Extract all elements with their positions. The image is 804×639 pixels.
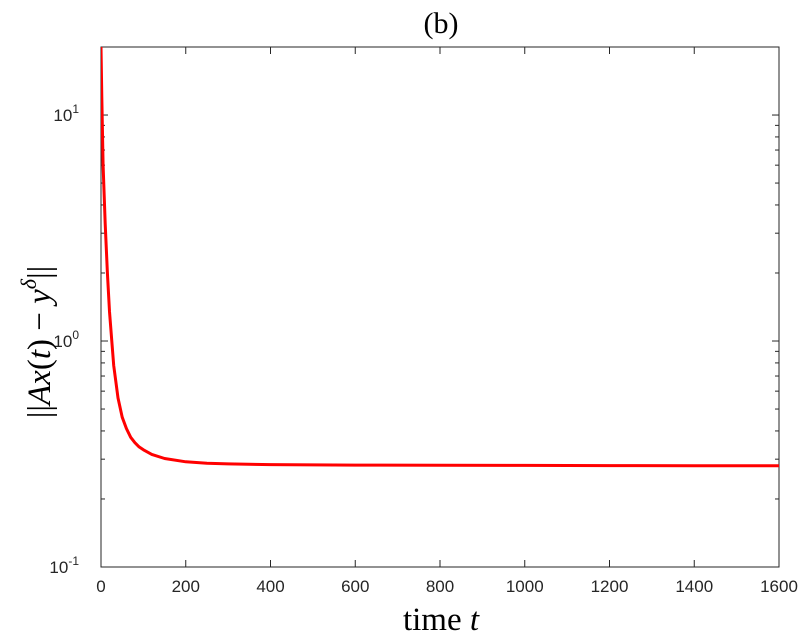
x-tick-label: 1600 <box>760 577 798 596</box>
y-tick-base: 10 <box>53 106 72 125</box>
x-axis-label: time t <box>403 602 480 638</box>
y-label-t: t <box>22 349 58 359</box>
y-tick-label: 101 <box>53 102 79 125</box>
series-layer <box>101 47 779 468</box>
y-label-norm-close: || <box>22 266 58 279</box>
y-tick-base: 10 <box>53 332 72 351</box>
series-line <box>101 47 779 468</box>
x-tick-label: 600 <box>341 577 369 596</box>
y-tick-exp: 1 <box>72 102 79 116</box>
ticks <box>100 46 780 568</box>
plot-area <box>100 46 780 568</box>
y-tick-label: 100 <box>53 328 79 351</box>
y-label-ax: Ax <box>22 370 58 407</box>
y-label-paren-open: ( <box>22 359 58 370</box>
x-tick-label: 0 <box>96 577 105 596</box>
x-tick-label: 800 <box>426 577 454 596</box>
y-label-y: y <box>22 289 58 307</box>
y-tick-exp: 0 <box>72 328 79 342</box>
x-tick-label: 1000 <box>506 577 544 596</box>
x-tick-label: 400 <box>256 577 284 596</box>
chart-title: (b) <box>424 7 459 40</box>
x-tick-label: 1200 <box>591 577 629 596</box>
y-tick-base: 10 <box>49 558 68 577</box>
y-label-norm-open: || <box>22 405 58 418</box>
y-label-delta: δ <box>16 278 41 289</box>
x-tick-label: 200 <box>172 577 200 596</box>
y-tick-label: 10-1 <box>49 554 79 577</box>
y-tick-exp: -1 <box>68 554 79 568</box>
y-axis-label: ||Ax(t) − yδ|| <box>16 266 58 418</box>
x-tick-label: 1400 <box>675 577 713 596</box>
x-tick-labels: 0 200 400 600 800 1000 1200 1400 1600 <box>96 577 798 596</box>
x-axis-label-var: t <box>470 602 480 638</box>
x-axis-label-text: time <box>403 602 462 638</box>
y-label-minus: ) − <box>22 304 58 350</box>
plot-frame <box>100 46 780 568</box>
